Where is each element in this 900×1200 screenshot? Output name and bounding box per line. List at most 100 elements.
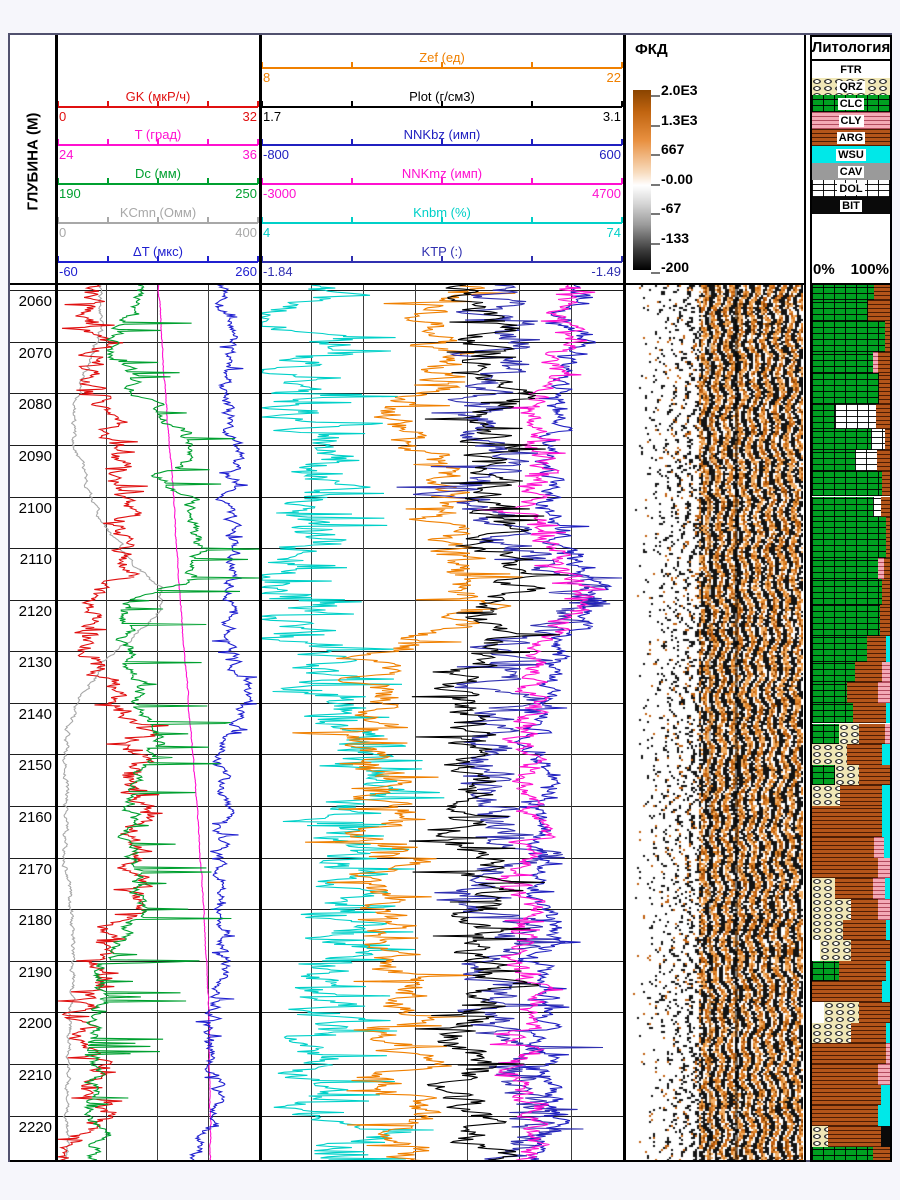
depth-gridline <box>10 444 623 446</box>
divider-track1-track2 <box>259 35 262 1162</box>
lith-segment-CLC <box>812 496 873 518</box>
fkd-right-border <box>804 35 806 1162</box>
lith-segment-ARG <box>812 1043 887 1064</box>
scale-row-DT: ΔT (мкс) -60 260 <box>57 244 259 282</box>
scale-row-KTP: KTP (:) -1.84 -1.49 <box>261 244 623 282</box>
lith-segment-ARG <box>886 517 890 559</box>
scale-row-Plot: Plot (г/см3) 1.7 3.1 <box>261 89 623 127</box>
fkd-title: ФКД <box>635 41 668 58</box>
lith-interval <box>812 806 890 837</box>
lith-segment-QRZ <box>835 764 859 786</box>
scale-label-Dc: Dc (мм) <box>134 166 182 182</box>
lith-border-right <box>890 35 892 1162</box>
scale-tick <box>107 216 109 223</box>
legend-row-BIT: BIT <box>812 197 890 214</box>
lith-segment-CLC <box>812 352 873 373</box>
lith-segment-CLY <box>882 661 890 683</box>
scale-tick <box>261 178 263 185</box>
scale-label-Knbm: Knbm (%) <box>413 204 471 220</box>
lith-interval <box>812 300 890 322</box>
scale-tick <box>351 255 353 262</box>
fkd-scale-label: -0.00 <box>661 170 693 187</box>
fkd-scale-label: -67 <box>661 200 682 216</box>
lith-segment-WSU <box>886 702 890 724</box>
legend-label-DOL: DOL <box>837 182 865 195</box>
scale-tick <box>261 62 263 68</box>
lith-segment-CLC <box>812 403 836 430</box>
lith-segment-ARG <box>847 744 883 765</box>
scale-line-NNKbz <box>262 144 622 147</box>
scale-tick <box>107 139 109 146</box>
depth-tick-label: 2140 <box>18 705 52 723</box>
scale-tick <box>351 62 353 68</box>
lith-segment-CLC <box>812 470 883 497</box>
lith-segment-CLC <box>812 300 869 322</box>
lith-interval <box>812 960 890 982</box>
depth-tick-label: 2060 <box>18 293 52 311</box>
lith-segment-CLY <box>878 857 890 879</box>
lith-interval <box>812 1084 890 1106</box>
depth-gridline <box>10 909 623 911</box>
lith-interval <box>812 836 890 858</box>
scale-tick <box>57 216 59 223</box>
depth-gridline <box>10 290 623 292</box>
scale-line-DT <box>58 260 258 263</box>
lith-interval <box>812 517 890 559</box>
well-log-chart: ГЛУБИНА (М) GK (мкР/ч) 0 32 T (град) 24 36 Dc … <box>8 33 892 1162</box>
scale-min-Dc: 190 <box>59 186 81 202</box>
lith-segment-ARG <box>875 403 890 430</box>
lith-segment-QRZ <box>812 744 848 765</box>
lith-segment-QRZ <box>812 878 836 899</box>
depth-tick-label: 2170 <box>18 860 52 878</box>
percent-left-label: 0% <box>813 261 835 278</box>
lith-interval <box>812 785 890 807</box>
scale-min-DT: -60 <box>59 263 78 279</box>
fkd-scale-label: 1.3E3 <box>661 111 698 128</box>
lith-interval <box>812 579 890 605</box>
scale-tick <box>531 178 533 185</box>
scale-tick <box>157 216 159 223</box>
lith-segment-ARG <box>850 940 890 961</box>
lith-segment-ARG <box>835 878 873 899</box>
lith-segment-ARG <box>854 661 883 683</box>
track2-gridline <box>519 285 520 1162</box>
divider-depth-track1 <box>55 35 58 1162</box>
lith-segment-ARG <box>812 836 875 858</box>
depth-tick-label: 2080 <box>18 396 52 414</box>
lith-segment-ARG <box>847 682 879 703</box>
scale-tick <box>441 216 443 223</box>
lithology-percent-scale: 0% 100% <box>813 261 889 278</box>
lith-segment-ARG <box>882 579 890 605</box>
depth-tick-label: 2190 <box>18 963 52 981</box>
lith-title-underline <box>810 59 892 61</box>
scale-tick <box>621 139 623 146</box>
curve-NNKbz <box>513 285 613 1162</box>
legend-label-QRZ: QRZ <box>837 80 865 93</box>
scale-max-NNKmz: 4700 <box>592 186 621 202</box>
depth-tick-label: 2210 <box>18 1066 52 1084</box>
scale-row-KCmn: KCmn (Омм) 0 400 <box>57 205 259 243</box>
scale-max-Plot: 3.1 <box>602 108 621 124</box>
lith-segment-WSU <box>886 635 890 662</box>
scale-label-Zef: Zef (ед) <box>419 50 465 65</box>
scale-min-GK: 0 <box>59 108 67 124</box>
lith-interval <box>812 470 890 497</box>
depth-gridline <box>10 960 623 962</box>
lith-segment-CLC <box>812 321 885 353</box>
legend-row-ARG: ARG <box>812 129 890 146</box>
lith-segment-WSU <box>883 836 890 858</box>
fkd-scale-dash <box>651 272 660 274</box>
scale-tick <box>351 100 353 107</box>
curve-KCmn <box>61 285 164 1162</box>
lith-interval <box>812 919 890 941</box>
lith-segment-DOL <box>871 429 886 451</box>
lith-segment-ARG <box>827 1125 881 1147</box>
lith-segment-ARG <box>852 702 887 724</box>
scale-tick <box>441 255 443 262</box>
percent-right-label: 100% <box>850 261 889 278</box>
track2-gridline <box>311 285 312 1162</box>
lith-segment-WSU <box>886 1022 890 1044</box>
track1-gridline <box>106 285 107 1162</box>
lith-segment-ARG <box>812 1105 879 1126</box>
scale-tick <box>257 139 259 146</box>
